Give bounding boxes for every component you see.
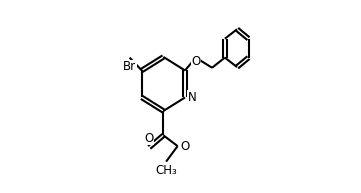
Text: O: O: [191, 55, 200, 68]
Text: Br: Br: [123, 60, 136, 73]
Text: O: O: [145, 132, 154, 145]
Text: CH₃: CH₃: [155, 164, 177, 177]
Text: N: N: [188, 91, 196, 104]
Text: O: O: [180, 140, 190, 153]
